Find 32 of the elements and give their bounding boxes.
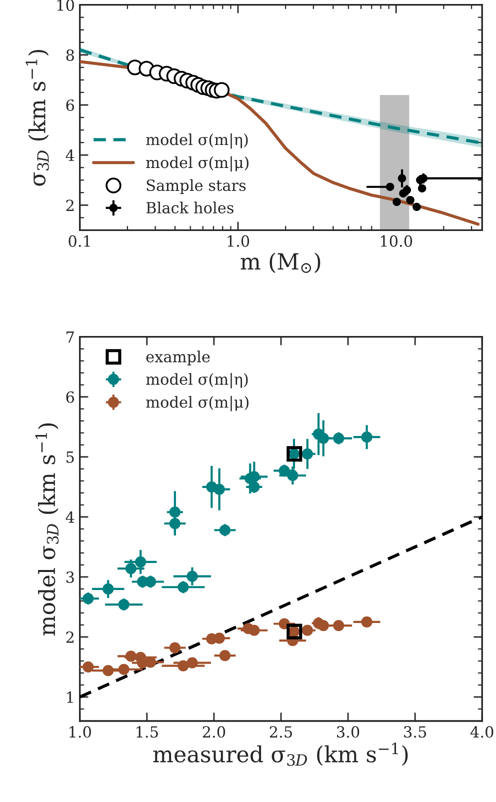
y-tick-label: 6: [66, 99, 74, 111]
legend-label: Sample stars: [146, 179, 246, 194]
legend-label: model σ(m|μ): [146, 396, 249, 412]
x-tick-label: 1.5: [136, 726, 158, 738]
y-tick-label: 5: [66, 452, 74, 463]
x-tick-label: 2.0: [202, 726, 226, 738]
x-tick-label: 10.0: [380, 235, 412, 247]
x-tick-label: 3.5: [404, 726, 426, 738]
y-axis-title: model σ$_{3D}$ (km s$^{−1}$): [35, 423, 59, 636]
y-tick-label: 2: [66, 631, 74, 643]
x-axis-title: measured σ$_{3D}$ (km s$^{−1}$): [153, 742, 408, 766]
x-tick-label: 1.0: [70, 726, 91, 738]
x-tick-label: 4.0: [470, 726, 494, 738]
y-tick-label: 4: [66, 150, 74, 161]
y-tick-label: 6: [66, 391, 74, 403]
y-tick-label: 3: [66, 571, 74, 583]
y-tick-label: 1: [67, 691, 73, 703]
legend-label: model σ(m|η): [146, 133, 248, 149]
x-tick-label: 1.0: [228, 235, 250, 247]
y-tick-label: 4: [66, 511, 74, 523]
legend-label: model σ(m|η): [146, 373, 248, 388]
x-tick-label: 3.0: [337, 726, 360, 738]
y-tick-label: 7: [66, 332, 74, 343]
y-tick-label: 8: [66, 49, 74, 61]
legend-label: Black holes: [146, 202, 234, 214]
legend-label: example: [146, 350, 210, 366]
x-tick-label: 2.5: [270, 726, 292, 738]
y-tick-label: 2: [66, 200, 74, 211]
x-axis-title: m (M$_{⊙}$): [240, 252, 320, 273]
x-tick-label: 0.1: [68, 235, 90, 247]
legend-label: model σ(m|μ): [146, 156, 249, 172]
y-axis-title: σ$_{3D}$ (km s$^{−1}$): [26, 50, 49, 186]
